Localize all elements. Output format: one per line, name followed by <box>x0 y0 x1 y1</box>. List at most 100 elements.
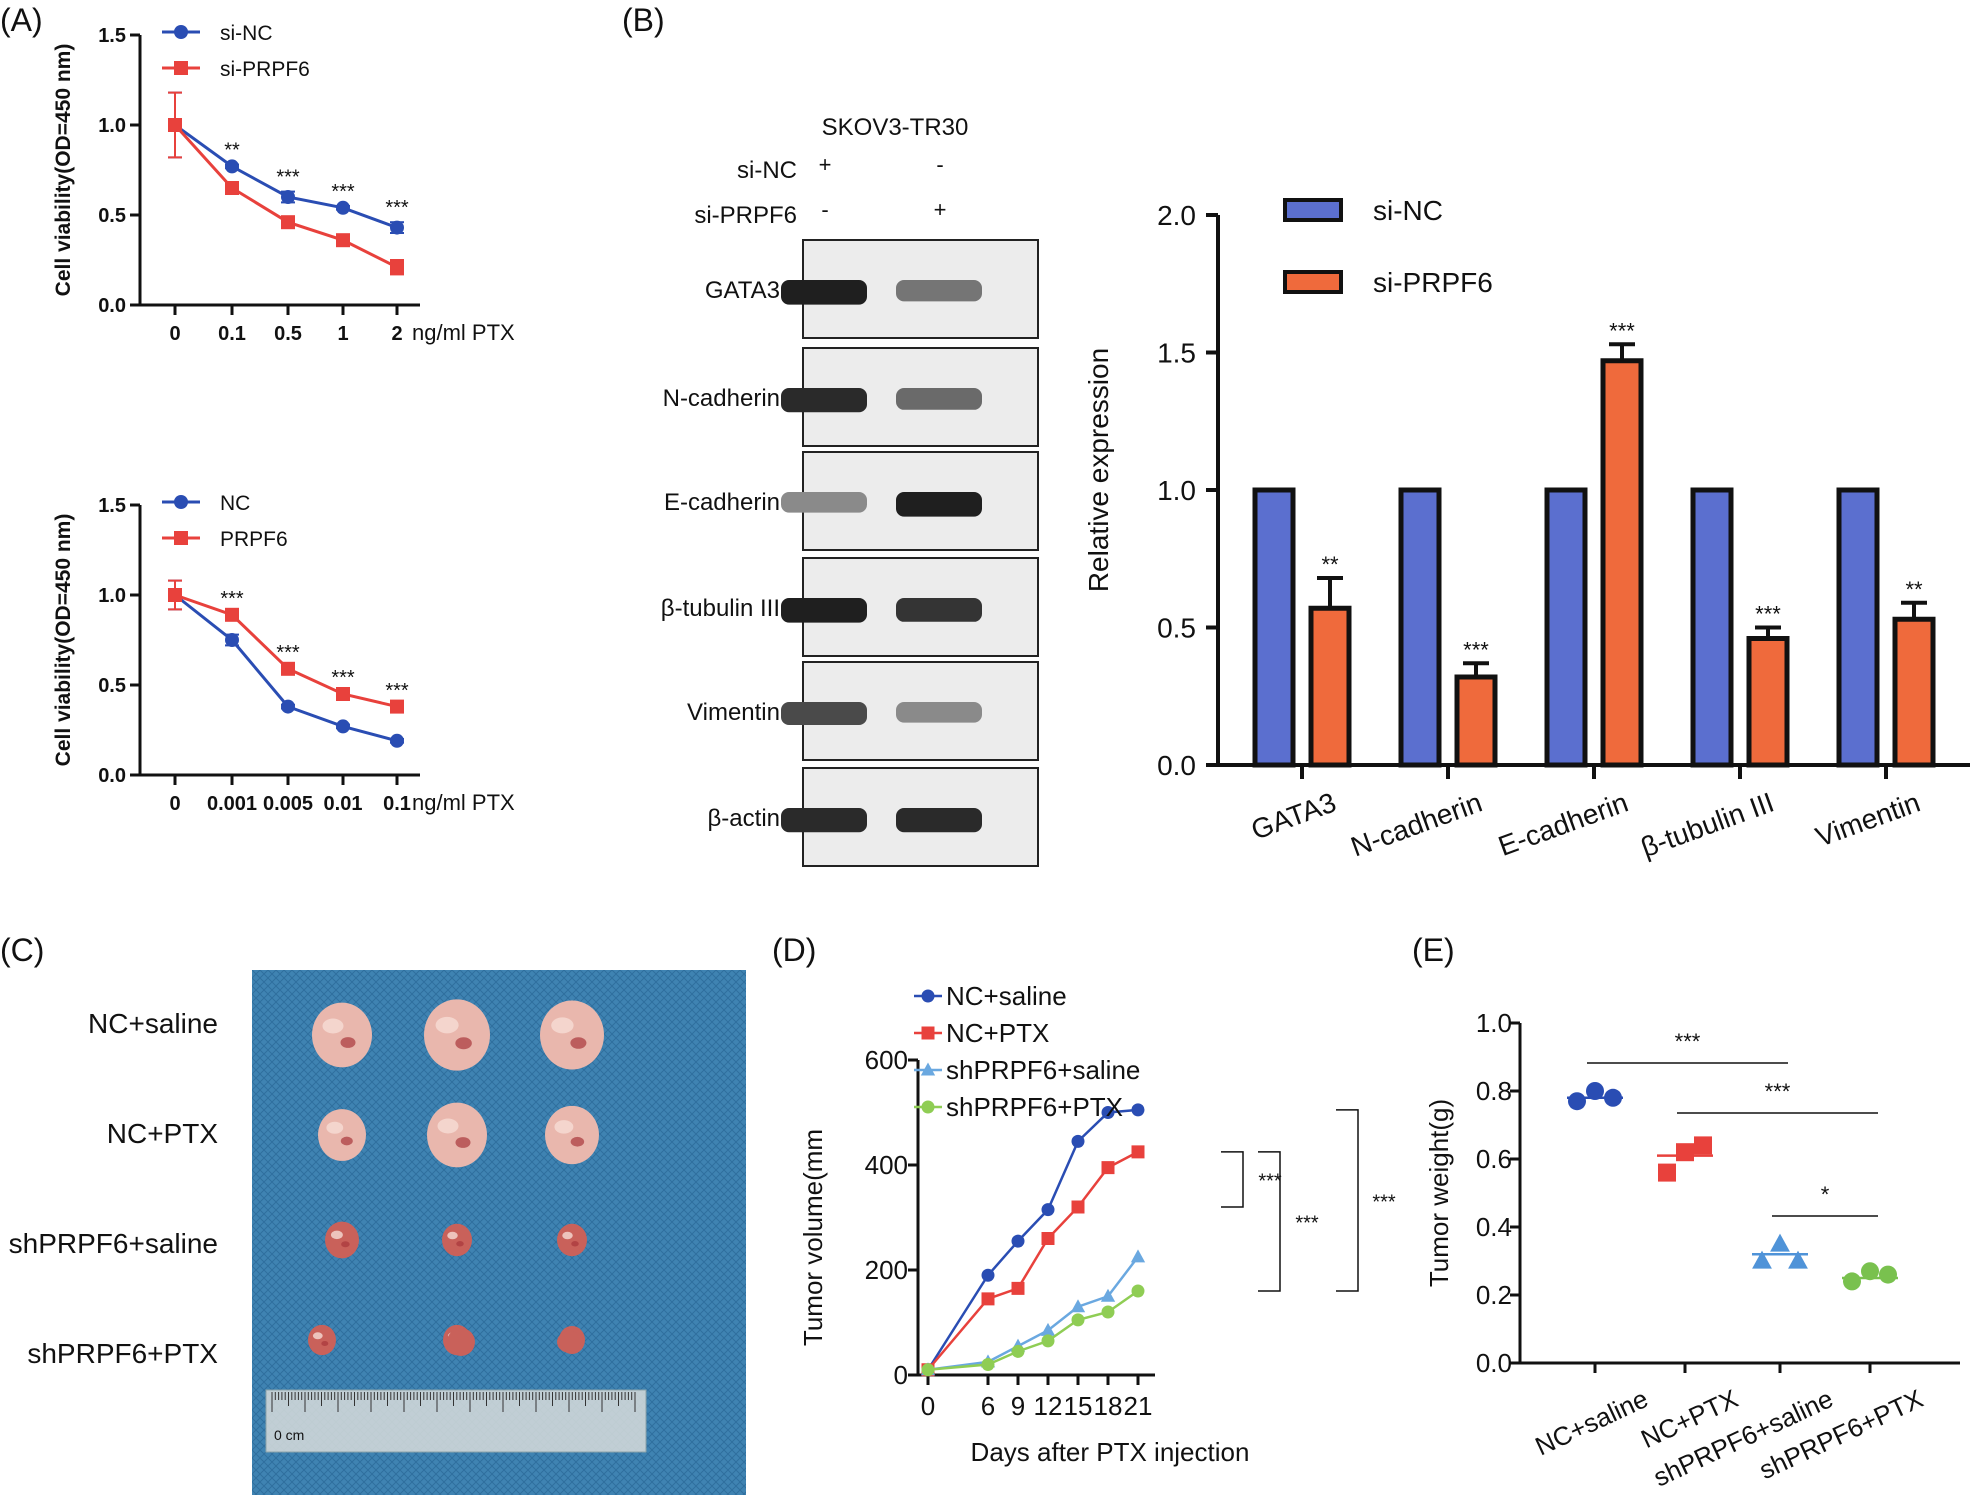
chart-a2-legend-label: PRPF6 <box>220 528 288 551</box>
volume-legend-marker <box>920 1062 936 1076</box>
weight-significance: * <box>1821 1182 1830 1207</box>
panel-a-bottom-chart: 0.0 0.5 1.0 1.5 0 0.001 0.005 0.01 0.1 ng/ml PTX C… <box>52 492 515 815</box>
tumor <box>545 1105 599 1165</box>
bar-xtick-label: E-cadherin <box>1494 787 1632 862</box>
volume-point <box>1071 1313 1085 1327</box>
bar-si-NC <box>1544 487 1588 768</box>
chart-a1-legend-marker <box>174 25 188 39</box>
weight-point <box>1879 1265 1897 1284</box>
relative-expression-chart: 0.0 0.5 1.0 1.5 2.0 Relative expression ** GATA… <box>1083 195 1970 863</box>
weight-xtick-label: NC+saline <box>1530 1383 1652 1461</box>
panel-a-top-chart: 0.0 0.5 1.0 1.5 0 0.1 0.5 1 2 ng/ml PTX Cell viabi… <box>52 22 515 345</box>
blot-band <box>896 808 982 833</box>
blot-protein-label: N-cadherin <box>663 385 780 412</box>
blot-lane-sign: - <box>936 152 943 177</box>
bar-si-PRPF6 <box>1746 636 1790 768</box>
volume-point <box>1071 1200 1085 1214</box>
photo-row-label-2: NC+PTX <box>106 1118 218 1149</box>
chart-a2-point <box>281 661 295 676</box>
volume-legend-label: NC+saline <box>946 981 1067 1011</box>
bar-si-PRPF6 <box>1454 674 1498 768</box>
chart-a1-point <box>390 220 404 235</box>
volume-xtick-label: 15 <box>1064 1391 1093 1421</box>
chart-a2-significance: *** <box>331 667 355 689</box>
weight-significance: *** <box>1675 1029 1701 1054</box>
tumor-highlight <box>322 1018 344 1034</box>
volume-bracket <box>1336 1109 1359 1292</box>
volume-bracket <box>1258 1151 1281 1292</box>
blot-band <box>781 280 867 305</box>
chart-a1-point <box>225 159 239 174</box>
tumor-highlight <box>326 1121 344 1134</box>
bar-xtick-label: Vimentin <box>1812 787 1925 853</box>
volume-bracket <box>1221 1151 1244 1208</box>
volume-point <box>1131 1284 1145 1298</box>
blot-protein-label: β-tubulin III <box>661 595 780 622</box>
volume-point <box>1041 1334 1055 1348</box>
photo-row-label-3: shPRPF6+saline <box>8 1228 218 1259</box>
volume-series-line-3 <box>927 1289 1139 1371</box>
volume-y-label: Tumor volume(mm <box>798 1129 828 1346</box>
volume-point <box>1071 1134 1085 1148</box>
chart-a1-xtick-label: 0 <box>169 323 180 345</box>
volume-ytick-label: 200 <box>865 1255 908 1285</box>
chart-a1-point <box>390 260 404 275</box>
bar-ytick-label: 2.0 <box>1157 200 1196 231</box>
blot-band <box>781 598 867 623</box>
tumor-spot <box>570 1136 585 1147</box>
tumor <box>557 1223 587 1257</box>
tumor-highlight <box>447 1231 458 1240</box>
weight-ytick-label: 1.0 <box>1476 1008 1512 1038</box>
volume-point <box>1131 1145 1145 1159</box>
volume-legend-label: shPRPF6+PTX <box>946 1092 1123 1122</box>
blot-condition-label: si-PRPF6 <box>694 202 797 229</box>
chart-a1-ytick-label: 0.5 <box>98 205 126 227</box>
tumor <box>557 1331 583 1353</box>
chart-a2-xtick-label: 0 <box>169 793 180 815</box>
bar-y-label: Relative expression <box>1083 348 1114 592</box>
weight-ytick-label: 0.0 <box>1476 1348 1512 1378</box>
tumor <box>442 1223 472 1257</box>
volume-point <box>1131 1103 1145 1117</box>
chart-a1-x-unit: ng/ml PTX <box>412 320 515 345</box>
blot-cell-line: SKOV3-TR30 <box>822 114 969 141</box>
blot-band <box>896 702 982 723</box>
volume-point <box>1100 1288 1116 1302</box>
volume-xtick-label: 18 <box>1094 1391 1123 1421</box>
volume-legend-marker <box>921 1026 935 1040</box>
panel-b-label: (B) <box>622 2 665 38</box>
weight-point <box>1788 1250 1808 1269</box>
blot-band <box>896 388 982 410</box>
chart-a1-point <box>336 233 350 248</box>
volume-xtick-label: 0 <box>921 1391 935 1421</box>
volume-point <box>1011 1344 1025 1358</box>
tumor-spot <box>455 1037 472 1050</box>
photo-row-label-4: shPRPF6+PTX <box>27 1338 218 1369</box>
tumor-spot <box>340 1136 353 1146</box>
tumor <box>540 1000 604 1070</box>
bar-si-NC <box>1690 487 1734 768</box>
tumor-volume-chart: 0 200 400 600 0 6 9 12 15 18 21 Days after PTX inje… <box>798 981 1396 1467</box>
chart-a2-legend-marker <box>174 531 188 545</box>
chart-a2-point <box>390 733 404 748</box>
tumor-spot <box>571 1241 579 1247</box>
volume-point <box>1040 1322 1056 1336</box>
volume-legend-label: NC+PTX <box>946 1018 1049 1048</box>
chart-a1-xtick-label: 2 <box>391 323 402 345</box>
chart-a2-ytick-label: 0.5 <box>98 675 126 697</box>
volume-point <box>1101 1305 1115 1319</box>
volume-point <box>981 1358 995 1371</box>
bar-ytick-label: 0.5 <box>1157 613 1196 644</box>
volume-significance: *** <box>1258 1170 1282 1192</box>
chart-a2-point <box>168 588 182 602</box>
chart-a1-significance: *** <box>276 167 300 189</box>
weight-point <box>1658 1163 1676 1182</box>
chart-a1-ytick-label: 1.5 <box>98 25 126 47</box>
chart-a2-significance: *** <box>276 642 300 664</box>
chart-a1-point <box>336 200 350 215</box>
chart-a2-xtick-label: 0.01 <box>324 793 363 815</box>
volume-xtick-label: 9 <box>1011 1391 1025 1421</box>
chart-a1-point <box>281 215 295 230</box>
tumor-spot <box>341 1241 350 1248</box>
weight-point <box>1861 1262 1879 1281</box>
